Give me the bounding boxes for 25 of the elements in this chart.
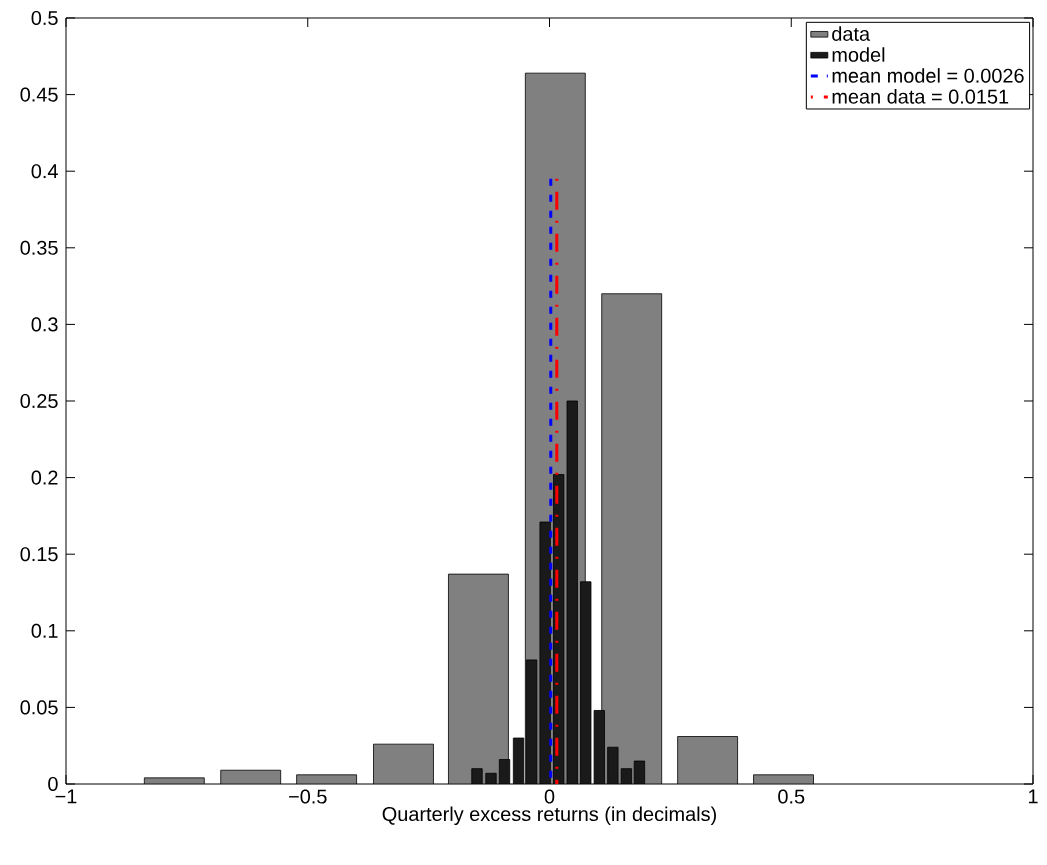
x-tick-label: −0.5: [289, 789, 327, 804]
y-tick-label: 0.4: [31, 164, 58, 179]
x-axis-title: Quarterly excess returns (in decimals): [382, 806, 716, 826]
y-tick-label: 0.3: [31, 317, 58, 332]
legend-label: data: [832, 26, 871, 41]
y-tick-label: 0: [48, 776, 58, 792]
legend-label: model: [832, 47, 885, 62]
legend-label: mean model = 0.0026: [832, 68, 1024, 83]
x-tick-label: −1: [55, 789, 77, 804]
y-tick-label: 0.15: [20, 547, 58, 562]
y-tick-label: 0.2: [31, 470, 58, 485]
y-tick-label: 0.5: [31, 10, 58, 26]
x-tick-label: 0: [544, 789, 555, 804]
y-tick-label: 0.25: [20, 393, 58, 409]
y-tick-label: 0.35: [20, 240, 58, 255]
bar: [601, 293, 662, 784]
bar: [448, 574, 509, 784]
y-tick-label: 0.45: [20, 87, 58, 102]
bar: [373, 744, 434, 784]
legend-label: mean data = 0.0151: [832, 89, 1009, 104]
bar: [677, 736, 738, 784]
x-tick-label: 0.5: [778, 789, 805, 804]
y-tick-label: 0.05: [20, 700, 58, 715]
y-tick-label: 0.1: [31, 623, 58, 638]
x-tick-label: 1: [1028, 789, 1038, 804]
